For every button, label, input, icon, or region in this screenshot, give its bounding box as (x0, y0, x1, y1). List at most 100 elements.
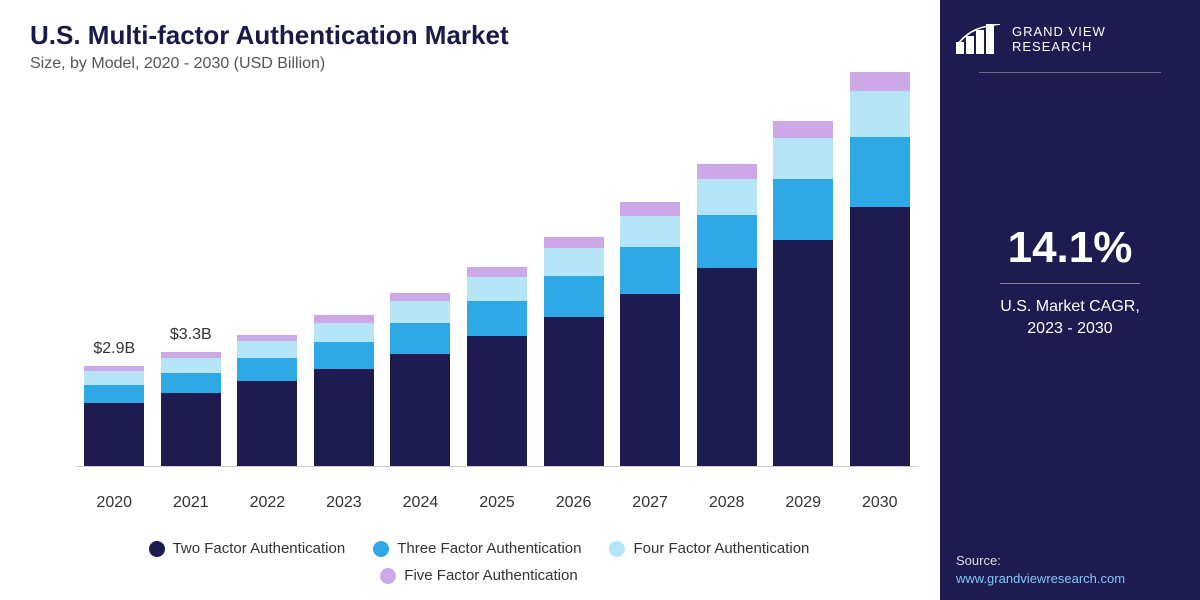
bar-segment (697, 164, 757, 179)
bar-group (229, 335, 306, 466)
bar-segment (697, 268, 757, 466)
bar-segment (161, 393, 221, 466)
side-panel: GRAND VIEW RESEARCH 14.1% U.S. Market CA… (940, 0, 1200, 600)
bar-segment (237, 358, 297, 381)
bar-segment (314, 342, 374, 369)
bar-value-label: $2.9B (93, 340, 135, 358)
main-panel: U.S. Multi-factor Authentication Market … (0, 0, 940, 600)
x-axis-label: 2022 (229, 494, 306, 512)
legend-swatch-icon (380, 568, 396, 584)
bar-stack (84, 366, 144, 466)
bar-stack (544, 237, 604, 466)
bar-segment (237, 341, 297, 358)
bar-container: $2.9B $3.3B (76, 87, 918, 467)
bar-segment (467, 267, 527, 277)
bar-stack (850, 72, 910, 466)
bar-stack (620, 202, 680, 466)
bar-segment (544, 248, 604, 276)
bar-group (688, 164, 765, 466)
x-axis-label: 2025 (459, 494, 536, 512)
cagr-value: 14.1% (1000, 223, 1140, 284)
bar-stack (697, 164, 757, 466)
bar-segment (84, 385, 144, 403)
bar-segment (467, 301, 527, 337)
bar-segment (314, 315, 374, 323)
bar-segment (850, 72, 910, 91)
x-axis-labels: 2020202120222023202420252026202720282029… (76, 494, 918, 512)
bar-segment (544, 237, 604, 248)
x-axis-label: 2027 (612, 494, 689, 512)
x-axis-label: 2024 (382, 494, 459, 512)
bar-group (535, 237, 612, 466)
bar-segment (773, 240, 833, 466)
legend-item: Four Factor Authentication (609, 540, 809, 557)
bar-group (459, 267, 536, 466)
bar-value-label: $3.3B (170, 326, 212, 344)
source-label: Source: (956, 553, 1184, 568)
bar-segment (390, 354, 450, 466)
bar-segment (314, 369, 374, 466)
legend-label: Two Factor Authentication (173, 540, 346, 557)
legend-item: Two Factor Authentication (149, 540, 346, 557)
title-block: U.S. Multi-factor Authentication Market … (30, 20, 928, 73)
bar-stack (773, 121, 833, 466)
bar-segment (850, 91, 910, 137)
x-axis-label: 2028 (688, 494, 765, 512)
bar-stack (314, 315, 374, 466)
legend-label: Three Factor Authentication (397, 540, 581, 557)
bar-stack (467, 267, 527, 466)
bar-segment (773, 138, 833, 178)
chart-subtitle: Size, by Model, 2020 - 2030 (USD Billion… (30, 55, 928, 73)
bar-stack (161, 352, 221, 466)
bar-group (841, 72, 918, 466)
legend-swatch-icon (373, 541, 389, 557)
x-axis-label: 2026 (535, 494, 612, 512)
bar-group (382, 293, 459, 466)
bar-group: $2.9B (76, 366, 153, 466)
legend-label: Four Factor Authentication (633, 540, 809, 557)
brand-name: GRAND VIEW RESEARCH (1012, 24, 1184, 54)
bar-segment (390, 323, 450, 354)
bar-segment (237, 381, 297, 466)
legend-item: Three Factor Authentication (373, 540, 581, 557)
cagr-label-line1: U.S. Market CAGR, (1000, 296, 1140, 318)
cagr-label-line2: 2023 - 2030 (1000, 318, 1140, 340)
bar-segment (620, 247, 680, 294)
x-axis-label: 2021 (153, 494, 230, 512)
bar-segment (161, 373, 221, 394)
source-url: www.grandviewresearch.com (956, 571, 1184, 586)
bar-segment (544, 317, 604, 466)
brand-logo: GRAND VIEW RESEARCH (956, 24, 1184, 54)
bar-group (306, 315, 383, 466)
x-axis-label: 2030 (841, 494, 918, 512)
cagr-label: U.S. Market CAGR, 2023 - 2030 (1000, 296, 1140, 341)
bar-stack (390, 293, 450, 466)
legend-swatch-icon (609, 541, 625, 557)
legend-label: Five Factor Authentication (404, 567, 577, 584)
x-axis-label: 2029 (765, 494, 842, 512)
bar-group (765, 121, 842, 466)
bar-segment (467, 336, 527, 466)
bar-segment (697, 215, 757, 269)
bar-segment (697, 179, 757, 215)
bar-segment (314, 323, 374, 342)
bar-group (612, 202, 689, 466)
bar-segment (84, 371, 144, 385)
x-axis-label: 2023 (306, 494, 383, 512)
bar-segment (467, 277, 527, 301)
logo-icon (956, 24, 1002, 54)
divider (979, 72, 1161, 73)
bar-segment (620, 294, 680, 466)
bar-segment (620, 216, 680, 247)
legend-item: Five Factor Authentication (380, 567, 577, 584)
bar-segment (850, 207, 910, 466)
bar-segment (850, 137, 910, 207)
cagr-block: 14.1% U.S. Market CAGR, 2023 - 2030 (1000, 223, 1140, 341)
source-block: Source: www.grandviewresearch.com (956, 545, 1184, 586)
bar-segment (390, 293, 450, 302)
bar-segment (620, 202, 680, 215)
x-axis-label: 2020 (76, 494, 153, 512)
bar-segment (773, 121, 833, 138)
bar-segment (773, 179, 833, 240)
bar-stack (237, 335, 297, 466)
